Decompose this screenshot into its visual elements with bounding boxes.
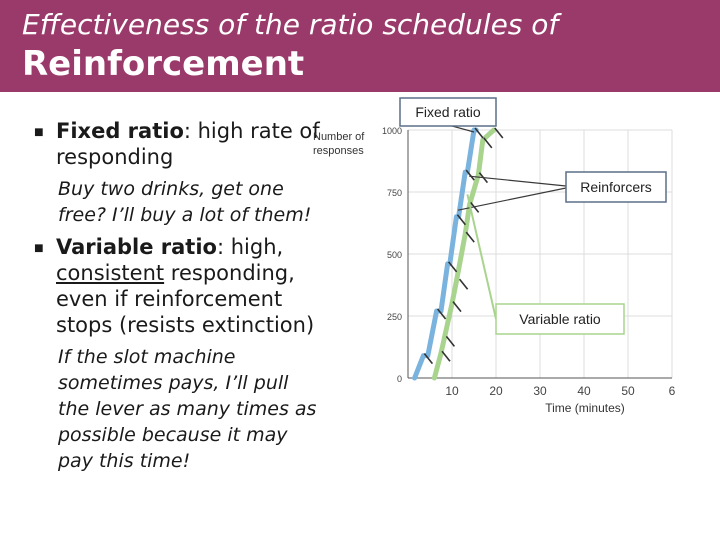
x-axis-label: Time (minutes) — [545, 401, 625, 415]
y-tick-label: 500 — [387, 250, 402, 260]
x-tick-label: 10 — [445, 384, 459, 398]
tick-labels: 0 250 500 750 1000 10 20 30 40 50 6 — [382, 126, 676, 398]
term-variable-ratio: Variable ratio — [56, 235, 217, 259]
fixed-callout-box — [399, 97, 497, 127]
fixed-reinforcer-mark — [456, 214, 467, 226]
variable-reinforcer-mark — [483, 137, 493, 149]
square-bullet-icon: ■ — [34, 124, 44, 141]
callouts: Fixed ratio Reinforcers Variable ratio — [399, 97, 667, 335]
bullet-variable-ratio-text: : high, — [216, 235, 284, 259]
axes — [407, 130, 672, 379]
y-axis-label-line1: Number of — [313, 131, 365, 143]
x-tick-label: 6 — [669, 384, 676, 398]
bullet-fixed-ratio: Fixed ratio: high rate of responding — [56, 118, 320, 170]
reinforcers-callout-box — [565, 171, 667, 203]
fixed-reinforcer-mark — [436, 308, 447, 320]
bullet-variable-line4: stops (resists extinction) — [56, 313, 315, 337]
variable-reinforcer-mark — [441, 350, 451, 362]
variable-reinforcer-mark — [458, 278, 469, 290]
reinforcers-callout-pointer — [469, 175, 567, 187]
x-tick-label: 20 — [489, 384, 503, 398]
example-variable-line2: sometimes pays, I’ll pull — [58, 372, 289, 394]
example-variable-line4: possible because it may — [58, 424, 288, 446]
example-fixed-ratio: Buy two drinks, get one free? I’ll buy a… — [58, 176, 311, 228]
y-tick-label: 750 — [387, 188, 402, 198]
variable-callout-box — [495, 303, 625, 335]
fixed-reinforcer-mark — [465, 169, 475, 181]
square-bullet-icon: ■ — [34, 240, 44, 257]
bullet-variable-line2: responding, — [164, 261, 295, 285]
variable-reinforcer-mark — [469, 201, 480, 213]
fixed-callout-pointer — [451, 125, 475, 133]
bullet-variable-ratio: Variable ratio: high, consistent respond… — [56, 234, 314, 338]
title-line-2: Reinforcement — [22, 44, 305, 84]
y-tick-label: 250 — [387, 312, 402, 322]
title-banner: Effectiveness of the ratio schedules of … — [0, 0, 720, 92]
reinforcers-callout-pointer — [457, 187, 567, 211]
example-variable-line1: If the slot machine — [58, 346, 236, 368]
term-fixed-ratio: Fixed ratio — [56, 119, 184, 143]
fixed-reinforcer-mark — [447, 261, 458, 273]
variable-ratio-series-line — [431, 127, 497, 381]
variable-reinforcer-mark — [445, 335, 456, 347]
example-fixed-line1: Buy two drinks, get one — [58, 178, 284, 200]
y-tick-label: 1000 — [382, 126, 402, 136]
title-line-1: Effectiveness of the ratio schedules of — [22, 8, 559, 41]
fixed-reinforcer-mark — [474, 127, 484, 139]
variable-reinforcer-mark — [494, 127, 504, 139]
example-variable-line3: the lever as many times as — [58, 398, 317, 420]
variable-callout-pointer — [466, 194, 497, 320]
bullet-list: ■ Fixed ratio: high rate of responding B… — [34, 118, 320, 474]
example-variable-ratio: If the slot machine sometimes pays, I’ll… — [58, 344, 316, 474]
fixed-reinforcer-mark — [423, 353, 434, 365]
variable-reinforcer-mark — [452, 301, 462, 313]
bullet-variable-line3: even if reinforcement — [56, 287, 283, 311]
bullet-fixed-ratio-text: : high rate of — [183, 119, 320, 143]
x-tick-label: 50 — [621, 384, 635, 398]
y-axis-label-line2: responses — [313, 145, 364, 157]
y-tick-label: 0 — [397, 374, 402, 384]
example-variable-line5: pay this time! — [58, 450, 191, 472]
x-tick-label: 30 — [533, 384, 547, 398]
variable-reinforcer-mark — [465, 231, 475, 243]
x-tick-label: 40 — [577, 384, 591, 398]
underlined-consistent: consistent — [56, 261, 165, 285]
fixed-callout-label: Fixed ratio — [415, 104, 481, 120]
bullet-fixed-ratio-line2: responding — [56, 145, 174, 169]
reinforcers-callout-label: Reinforcers — [580, 179, 652, 195]
example-fixed-line2: free? I’ll buy a lot of them! — [58, 204, 312, 226]
variable-callout-label: Variable ratio — [519, 311, 601, 327]
